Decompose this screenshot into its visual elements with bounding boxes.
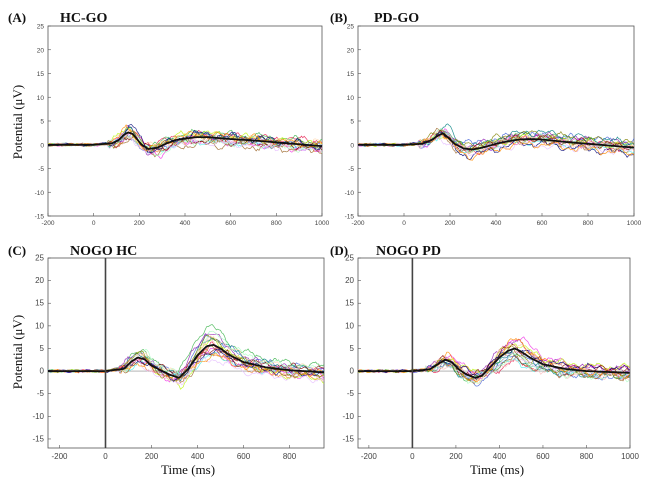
y-tick-label: 25 xyxy=(35,254,44,263)
x-tick-label: 400 xyxy=(191,452,205,461)
y-tick-label: 20 xyxy=(347,47,355,54)
plot-c: -15 -10 -5 0 5 10 15 20 25 -200 0 200 400 600 800 xyxy=(32,254,325,461)
panel-d-label: (D) xyxy=(330,243,348,258)
x-tick-label: 600 xyxy=(536,452,550,461)
panel-a: (A) HC-GO xyxy=(8,10,108,26)
subject-trace xyxy=(357,131,635,149)
y-tick-label: 20 xyxy=(35,276,44,285)
y-tick-label: 5 xyxy=(40,344,45,353)
grand-average-line xyxy=(48,131,323,150)
panel-c-label: (C) xyxy=(8,243,26,258)
x-tick-label: 600 xyxy=(537,220,548,227)
y-axis-title-bottom: Potential (μV) xyxy=(10,315,25,389)
subject-trace xyxy=(357,347,630,376)
x-tick-label: 1000 xyxy=(315,220,330,227)
y-tick-label: 0 xyxy=(40,142,44,149)
x-tick-label: 400 xyxy=(493,452,507,461)
y-tick-label: -5 xyxy=(348,166,354,173)
x-tick-label: -200 xyxy=(361,452,378,461)
x-axis-title-right: Time (ms) xyxy=(470,462,524,477)
x-tick-label: 200 xyxy=(449,452,463,461)
y-tick-label: 5 xyxy=(40,119,44,126)
plot-d: -15 -10 -5 0 5 10 15 20 25 -200 0 200 400 600 800 1000 xyxy=(342,254,639,462)
panel-b-label: (B) xyxy=(330,10,347,25)
y-tick-label: -5 xyxy=(38,166,44,173)
y-tick-label: 5 xyxy=(350,344,355,353)
y-tick-label: -5 xyxy=(347,389,355,398)
y-tick-label: 15 xyxy=(345,299,354,308)
x-tick-label: 800 xyxy=(583,220,594,227)
x-tick-label: -200 xyxy=(351,220,364,227)
x-tick-label: 400 xyxy=(180,220,191,227)
y-tick-label: -15 xyxy=(342,434,354,443)
panel-b: (B) PD-GO xyxy=(330,10,419,26)
y-tick-label: 20 xyxy=(37,47,45,54)
y-tick-label: -5 xyxy=(37,389,45,398)
plot-frame xyxy=(357,257,631,449)
plot-frame xyxy=(357,25,635,217)
y-tick-label: 25 xyxy=(347,24,355,31)
panel-a-label: (A) xyxy=(8,10,26,25)
y-tick-label: 15 xyxy=(35,299,44,308)
y-tick-label: 15 xyxy=(37,71,45,78)
y-tick-label: 0 xyxy=(40,367,45,376)
plot-a: -15 -10 -5 0 5 10 15 20 25 -200 0 200 400 600 800 1000 xyxy=(35,24,330,228)
y-tick-label: -10 xyxy=(342,412,354,421)
plot-frame xyxy=(47,257,325,449)
grand-average-line xyxy=(358,132,635,151)
y-tick-label: 10 xyxy=(37,95,45,102)
panel-d-title: NOGO PD xyxy=(376,244,441,259)
panel-c-title: NOGO HC xyxy=(70,244,137,259)
x-tick-label: 0 xyxy=(92,220,96,227)
x-tick-label: 800 xyxy=(271,220,282,227)
subject-trace xyxy=(357,133,635,161)
x-tick-label: -200 xyxy=(51,452,68,461)
x-tick-label: -200 xyxy=(41,220,54,227)
x-tick-label: 0 xyxy=(103,452,108,461)
y-tick-label: 0 xyxy=(350,367,355,376)
x-tick-label: 200 xyxy=(445,220,456,227)
y-tick-label: -15 xyxy=(345,214,355,221)
y-tick-label: -15 xyxy=(32,434,44,443)
x-tick-label: 1000 xyxy=(627,220,642,227)
x-tick-label: 0 xyxy=(410,452,415,461)
plot-b: -15 -10 -5 0 5 10 15 20 25 -200 0 200 400 600 800 1000 xyxy=(345,24,642,228)
y-tick-label: 5 xyxy=(350,119,354,126)
panel-c: (C) NOGO HC xyxy=(8,243,137,259)
y-tick-label: 10 xyxy=(345,321,354,330)
x-axis-title-left: Time (ms) xyxy=(161,462,215,477)
panel-a-title: HC-GO xyxy=(60,11,108,26)
grand-average-line xyxy=(48,343,325,379)
x-tick-label: 1000 xyxy=(621,452,639,461)
panel-d: (D) NOGO PD xyxy=(330,243,441,259)
y-tick-label: -10 xyxy=(32,412,44,421)
x-tick-label: 800 xyxy=(580,452,594,461)
y-tick-label: 15 xyxy=(347,71,355,78)
y-tick-label: 0 xyxy=(350,142,354,149)
y-tick-label: 20 xyxy=(345,276,354,285)
x-tick-label: 600 xyxy=(225,220,236,227)
x-tick-label: 600 xyxy=(237,452,251,461)
x-tick-label: 800 xyxy=(283,452,297,461)
panel-b-title: PD-GO xyxy=(374,11,419,26)
y-tick-label: -10 xyxy=(345,190,355,197)
plot-frame xyxy=(47,25,323,217)
y-tick-label: 10 xyxy=(347,95,355,102)
y-tick-label: 25 xyxy=(345,254,354,263)
y-tick-label: 25 xyxy=(37,24,45,31)
y-axis-title-top: Potential (μV) xyxy=(10,85,25,159)
y-tick-label: 10 xyxy=(35,321,44,330)
grand-average-line xyxy=(358,347,630,379)
x-tick-label: 400 xyxy=(491,220,502,227)
y-tick-label: -15 xyxy=(35,214,45,221)
y-tick-label: -10 xyxy=(35,190,45,197)
x-tick-label: 200 xyxy=(145,452,159,461)
x-tick-label: 0 xyxy=(402,220,406,227)
x-tick-label: 200 xyxy=(134,220,145,227)
